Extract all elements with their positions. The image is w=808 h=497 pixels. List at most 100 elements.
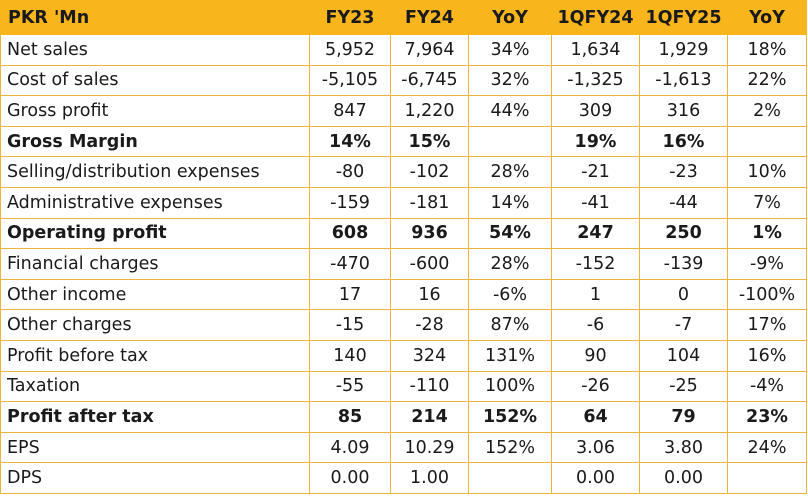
cell-yoy-quarterly: 10% (727, 156, 807, 188)
cell-yoy-quarterly: 2% (727, 95, 807, 127)
table-row: Administrative expenses -159 -181 14% -41 -44… (0, 186, 807, 219)
cell-fy23: 85 (309, 401, 391, 433)
cell-yoy-quarterly: -100% (727, 278, 807, 311)
table-row: Net sales 5,952 7,964 34% 1,634 1,929 18% (0, 34, 807, 66)
row-label: Other income (0, 278, 310, 311)
cell-fy24: 1.00 (390, 462, 469, 494)
cell-fy23: 140 (309, 339, 391, 372)
row-label: Net sales (0, 34, 310, 66)
row-label: Gross profit (0, 95, 310, 127)
cell-yoy-quarterly: 7% (727, 186, 807, 219)
row-label: Financial charges (0, 248, 310, 280)
table-row: EPS 4.09 10.29 152% 3.06 3.80 24% (0, 431, 807, 464)
cell-fy24: 1,220 (390, 95, 469, 127)
row-label: DPS (0, 462, 310, 494)
cell-fy24: -600 (390, 248, 469, 280)
table-row: Gross Margin 14% 15% 19% 16% (0, 125, 807, 158)
cell-yoy-quarterly: -4% (727, 370, 807, 403)
row-label: Gross Margin (0, 125, 310, 158)
cell-1qfy25: 250 (639, 217, 728, 250)
cell-1qfy24: -1,325 (551, 64, 640, 97)
cell-fy24: 7,964 (390, 34, 469, 66)
header-row: PKR 'Mn FY23 FY24 YoY 1QFY24 1QFY25 YoY (0, 0, 807, 35)
cell-1qfy25: 1,929 (639, 34, 728, 66)
cell-fy24: 10.29 (390, 431, 469, 464)
cell-1qfy25: 79 (639, 401, 728, 433)
cell-1qfy25: 16% (639, 125, 728, 158)
cell-fy23: 14% (309, 125, 391, 158)
cell-1qfy25: 3.80 (639, 431, 728, 464)
cell-1qfy25: -23 (639, 156, 728, 188)
cell-yoy-annual: 54% (468, 217, 552, 250)
cell-fy24: -181 (390, 186, 469, 219)
cell-yoy-quarterly (727, 462, 807, 494)
cell-yoy-quarterly: -9% (727, 248, 807, 280)
table-row: Profit before tax 140 324 131% 90 104 16% (0, 339, 807, 372)
header-1qfy24: 1QFY24 (551, 0, 640, 35)
cell-fy23: -470 (309, 248, 391, 280)
cell-1qfy25: -1,613 (639, 64, 728, 97)
cell-yoy-quarterly: 17% (727, 309, 807, 341)
cell-fy24: -6,745 (390, 64, 469, 97)
cell-1qfy25: 316 (639, 95, 728, 127)
cell-fy24: -102 (390, 156, 469, 188)
cell-1qfy24: -41 (551, 186, 640, 219)
header-fy24: FY24 (390, 0, 469, 35)
cell-1qfy24: 19% (551, 125, 640, 158)
cell-1qfy24: -6 (551, 309, 640, 341)
row-label: Operating profit (0, 217, 310, 250)
cell-1qfy24: 309 (551, 95, 640, 127)
cell-yoy-annual: 87% (468, 309, 552, 341)
cell-1qfy24: 64 (551, 401, 640, 433)
row-label: Profit after tax (0, 401, 310, 433)
cell-1qfy24: 1,634 (551, 34, 640, 66)
cell-1qfy24: -26 (551, 370, 640, 403)
cell-yoy-annual: 32% (468, 64, 552, 97)
cell-yoy-quarterly: 16% (727, 339, 807, 372)
cell-yoy-quarterly: 24% (727, 431, 807, 464)
cell-yoy-annual (468, 125, 552, 158)
cell-fy23: 608 (309, 217, 391, 250)
cell-yoy-annual: 152% (468, 401, 552, 433)
header-unit-label: PKR 'Mn (0, 0, 310, 35)
cell-fy23: 5,952 (309, 34, 391, 66)
cell-fy24: -28 (390, 309, 469, 341)
row-label: Cost of sales (0, 64, 310, 97)
cell-fy23: -80 (309, 156, 391, 188)
cell-fy23: -159 (309, 186, 391, 219)
cell-1qfy24: -21 (551, 156, 640, 188)
cell-yoy-annual: 152% (468, 431, 552, 464)
table-row: Operating profit 608 936 54% 247 250 1% (0, 217, 807, 250)
cell-1qfy25: 104 (639, 339, 728, 372)
cell-yoy-annual: 34% (468, 34, 552, 66)
table-header: PKR 'Mn FY23 FY24 YoY 1QFY24 1QFY25 YoY (0, 0, 807, 35)
cell-yoy-annual: 28% (468, 248, 552, 280)
cell-1qfy25: -25 (639, 370, 728, 403)
cell-yoy-annual: -6% (468, 278, 552, 311)
cell-yoy-quarterly: 23% (727, 401, 807, 433)
table-row: DPS 0.00 1.00 0.00 0.00 (0, 462, 807, 494)
header-1qfy25: 1QFY25 (639, 0, 728, 35)
cell-1qfy24: 0.00 (551, 462, 640, 494)
cell-yoy-annual: 100% (468, 370, 552, 403)
row-label: EPS (0, 431, 310, 464)
header-yoy-annual: YoY (468, 0, 552, 35)
cell-fy23: 847 (309, 95, 391, 127)
cell-fy23: -15 (309, 309, 391, 341)
cell-yoy-annual: 131% (468, 339, 552, 372)
cell-fy23: 17 (309, 278, 391, 311)
cell-fy24: 15% (390, 125, 469, 158)
cell-yoy-annual (468, 462, 552, 494)
cell-1qfy25: -44 (639, 186, 728, 219)
cell-1qfy25: -7 (639, 309, 728, 341)
cell-1qfy24: 1 (551, 278, 640, 311)
header-fy23: FY23 (309, 0, 391, 35)
cell-fy24: 16 (390, 278, 469, 311)
cell-fy24: 936 (390, 217, 469, 250)
cell-fy23: 4.09 (309, 431, 391, 464)
table-row: Profit after tax 85 214 152% 64 79 23% (0, 401, 807, 433)
cell-yoy-annual: 14% (468, 186, 552, 219)
cell-yoy-quarterly: 18% (727, 34, 807, 66)
cell-fy23: -55 (309, 370, 391, 403)
table-row: Other charges -15 -28 87% -6 -7 17% (0, 309, 807, 341)
